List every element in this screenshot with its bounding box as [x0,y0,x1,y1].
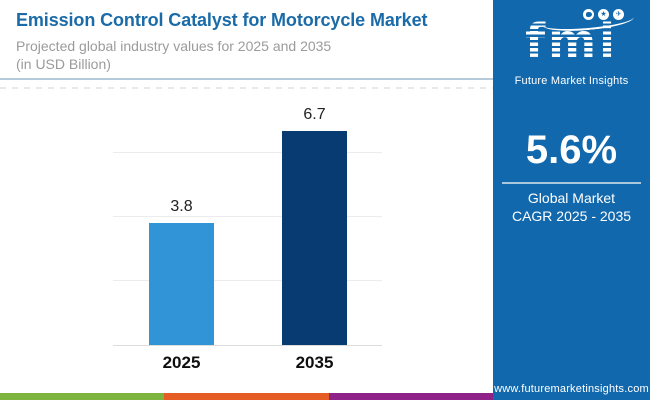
stripe-green [0,393,165,400]
chart-subtitle-line2: (in USD Billion) [16,56,111,72]
gridline [113,152,382,153]
dashed-separator [0,87,493,89]
x-axis-label-2035: 2035 [295,353,334,372]
page-title: Emission Control Catalyst for Motorcycle… [16,10,428,30]
brand-sidebar: ★ ✈ fmi Future Market Insights 5.6% Glob… [493,0,650,400]
globe-plane-icon: ✈ [613,9,624,20]
cagr-value: 5.6% [525,128,618,172]
chart-subtitle-line1: Projected global industry values for 202… [16,38,332,54]
gridline [113,280,382,281]
footer-stripes [0,393,493,400]
stat-divider [502,182,641,184]
chart-panel: Emission Control Catalyst for Motorcycle… [0,10,493,400]
bar-value-label-2025: 3.8 [170,198,193,216]
fmi-logo: ★ ✈ fmi Future Market Insights [493,6,650,87]
stripe-orange [164,393,329,400]
website-link[interactable]: www.futuremarketinsights.com [494,383,649,395]
bar-2035 [282,130,347,345]
bar-2025 [149,223,214,345]
cagr-label-line1: Global Market [527,190,616,206]
bar-chart-plot: 3.8 6.7 2025 2035 [113,90,382,372]
bar-value-label-2035: 6.7 [303,105,326,123]
stripe-purple [328,393,493,400]
header-divider [0,78,493,80]
cagr-label-line2: CAGR 2025 - 2035 [511,208,632,224]
map-icon [583,9,594,20]
logo-icons: ★ ✈ [583,9,624,20]
compass-star-icon: ★ [598,9,609,20]
gridline [113,216,382,217]
x-axis-label-2025: 2025 [162,353,201,372]
logo-tagline: Future Market Insights [514,75,629,87]
